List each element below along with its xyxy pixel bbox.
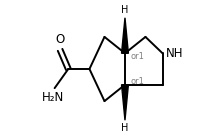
Text: or1: or1: [130, 77, 144, 87]
Polygon shape: [122, 85, 128, 120]
Text: NH: NH: [166, 47, 183, 60]
Polygon shape: [122, 18, 128, 53]
Text: or1: or1: [130, 51, 144, 61]
Text: O: O: [56, 33, 65, 47]
Text: H: H: [121, 5, 129, 15]
Text: H: H: [121, 123, 129, 133]
Text: H₂N: H₂N: [42, 91, 64, 104]
